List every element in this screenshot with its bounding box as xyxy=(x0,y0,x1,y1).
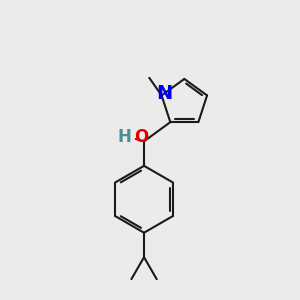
Text: O: O xyxy=(134,128,148,146)
Text: N: N xyxy=(156,84,172,103)
Text: H: H xyxy=(117,128,131,146)
